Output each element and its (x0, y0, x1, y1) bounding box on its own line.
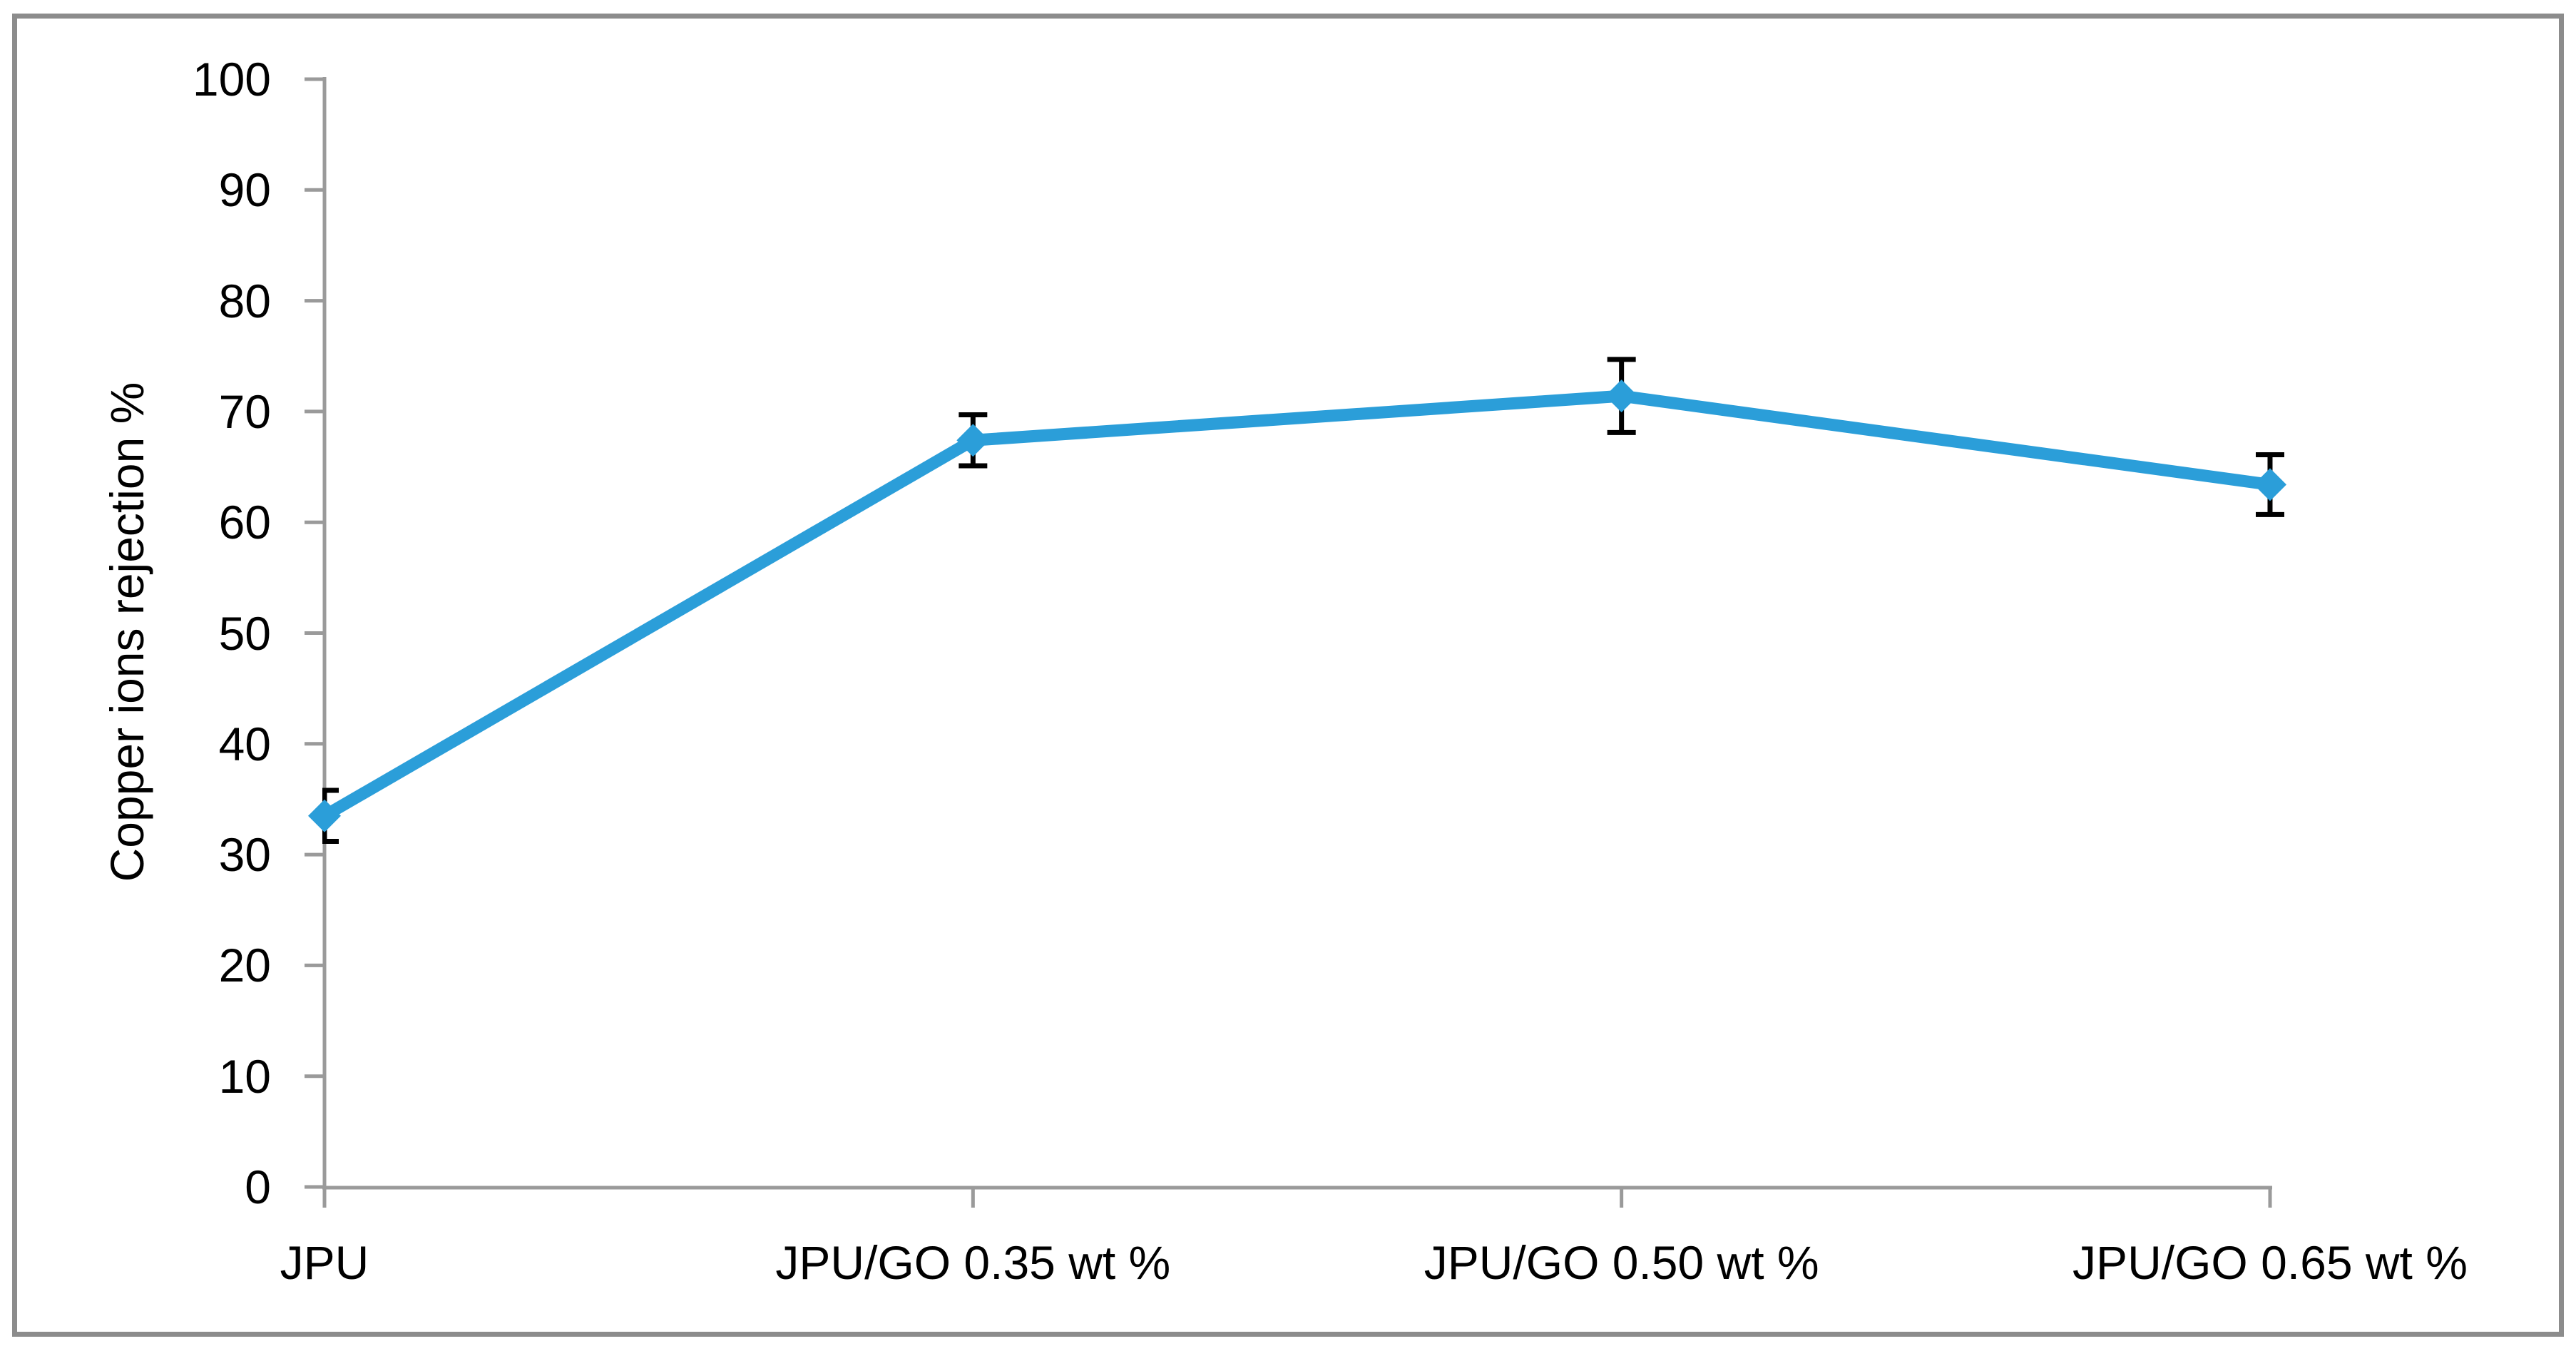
y-tick-label: 70 (218, 384, 271, 438)
y-tick-label: 100 (192, 53, 271, 106)
x-category-label: JPU/GO 0.35 wt % (775, 1236, 1171, 1289)
x-category-label: JPU/GO 0.65 wt % (2072, 1236, 2468, 1289)
x-category-label: JPU (280, 1236, 369, 1289)
y-tick-label: 0 (245, 1161, 271, 1213)
x-category-label: JPU/GO 0.50 wt % (1424, 1236, 1819, 1289)
y-tick-label: 30 (218, 828, 271, 882)
series-marker-diamond (2253, 468, 2286, 501)
y-tick-label: 50 (218, 606, 271, 660)
y-tick-label: 10 (218, 1049, 271, 1103)
series-marker-diamond (308, 799, 341, 832)
y-tick-label: 90 (218, 163, 271, 217)
series-marker-diamond (1605, 379, 1638, 413)
y-tick-label: 40 (218, 717, 271, 770)
y-tick-label: 80 (218, 274, 271, 327)
error-bars-group (322, 357, 2284, 844)
y-tick-label: 20 (218, 939, 271, 992)
series-marker-diamond (956, 424, 990, 457)
y-tick-label: 60 (218, 496, 271, 549)
series-line (318, 389, 2276, 822)
